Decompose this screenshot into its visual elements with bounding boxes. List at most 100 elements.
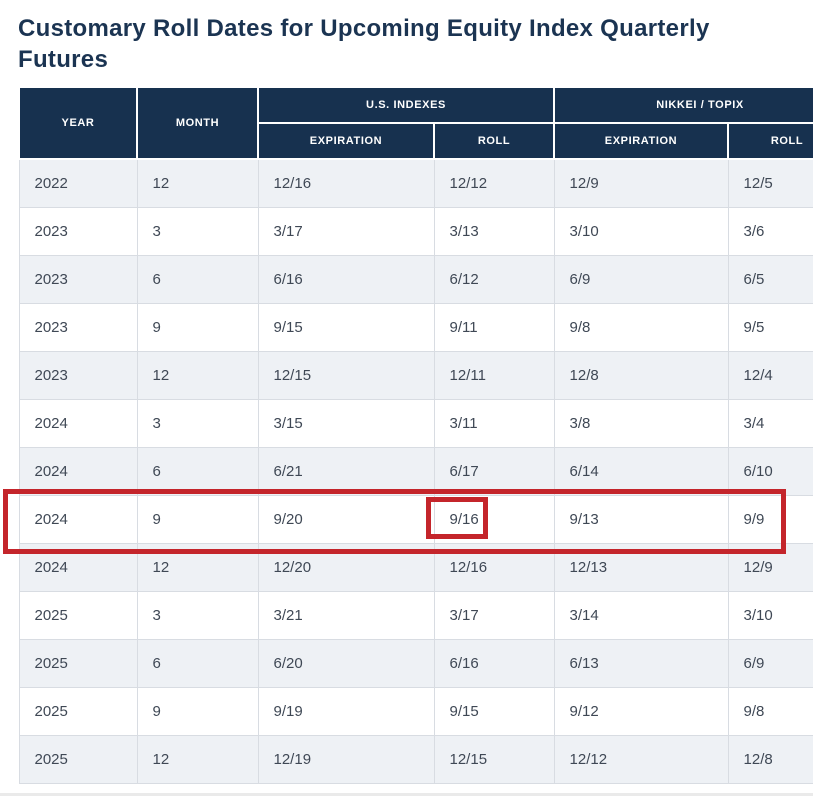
cell-nikkei-expiration: 12/9 (553, 158, 729, 208)
cell-nikkei-roll: 3/10 (727, 590, 813, 640)
table-row: 2023 6 6/16 6/12 6/9 6/5 (18, 254, 813, 304)
column-header-us-roll: ROLL (432, 122, 556, 160)
header-group-row: YEAR MONTH U.S. INDEXES NIKKEI / TOPIX (18, 86, 813, 160)
cell-nikkei-roll: 3/4 (727, 398, 813, 448)
cell-year: 2024 (18, 542, 138, 592)
column-header-year: YEAR (18, 86, 138, 160)
cell-nikkei-roll: 6/5 (727, 254, 813, 304)
cell-nikkei-roll: 6/10 (727, 446, 813, 496)
roll-dates-table: YEAR MONTH U.S. INDEXES NIKKEI / TOPIX E… (18, 86, 813, 784)
cell-nikkei-expiration: 12/13 (553, 542, 729, 592)
cell-us-expiration: 3/21 (257, 590, 435, 640)
cell-us-expiration: 6/21 (257, 446, 435, 496)
cell-us-expiration: 12/16 (257, 158, 435, 208)
table-row: 2022 12 12/16 12/12 12/9 12/5 (18, 158, 813, 208)
cell-us-roll: 12/15 (433, 734, 555, 784)
cell-nikkei-expiration: 3/8 (553, 398, 729, 448)
cell-nikkei-expiration: 9/8 (553, 302, 729, 352)
cell-year: 2022 (18, 158, 138, 208)
cell-nikkei-roll: 3/6 (727, 206, 813, 256)
cell-us-expiration: 12/19 (257, 734, 435, 784)
cell-nikkei-roll: 9/8 (727, 686, 813, 736)
cell-year: 2025 (18, 686, 138, 736)
group-header-nikkei-topix: NIKKEI / TOPIX (553, 86, 813, 124)
cell-nikkei-expiration: 9/13 (553, 494, 729, 544)
cell-nikkei-expiration: 6/13 (553, 638, 729, 688)
cell-month: 6 (136, 446, 259, 496)
cell-us-roll: 12/16 (433, 542, 555, 592)
cell-year: 2024 (18, 494, 138, 544)
cell-nikkei-expiration: 3/14 (553, 590, 729, 640)
table-body: 2022 12 12/16 12/12 12/9 12/5 2023 3 3/17 3/13 3/1… (18, 158, 813, 784)
cell-nikkei-expiration: 6/9 (553, 254, 729, 304)
table-row: 2024 6 6/21 6/17 6/14 6/10 (18, 446, 813, 496)
cell-year: 2024 (18, 446, 138, 496)
cell-month: 9 (136, 686, 259, 736)
cell-us-expiration: 6/20 (257, 638, 435, 688)
cell-nikkei-roll: 12/4 (727, 350, 813, 400)
cell-us-roll: 9/16 (433, 494, 555, 544)
table-header: YEAR MONTH U.S. INDEXES NIKKEI / TOPIX E… (18, 86, 813, 160)
cell-us-roll: 6/17 (433, 446, 555, 496)
cell-nikkei-roll: 9/5 (727, 302, 813, 352)
cell-month: 3 (136, 590, 259, 640)
column-header-us-expiration: EXPIRATION (257, 122, 435, 160)
cell-year: 2023 (18, 206, 138, 256)
cell-nikkei-expiration: 9/12 (553, 686, 729, 736)
cell-us-roll: 3/11 (433, 398, 555, 448)
cell-us-expiration: 12/15 (257, 350, 435, 400)
cell-us-expiration: 3/17 (257, 206, 435, 256)
column-header-nikkei-expiration: EXPIRATION (553, 122, 730, 160)
table-row: 2023 12 12/15 12/11 12/8 12/4 (18, 350, 813, 400)
cell-us-roll: 6/12 (433, 254, 555, 304)
cell-year: 2025 (18, 638, 138, 688)
page-title: Customary Roll Dates for Upcoming Equity… (18, 15, 710, 73)
cell-nikkei-expiration: 12/12 (553, 734, 729, 784)
table-row: 2025 3 3/21 3/17 3/14 3/10 (18, 590, 813, 640)
cell-year: 2025 (18, 734, 138, 784)
cell-nikkei-roll: 9/9 (727, 494, 813, 544)
table-row: 2024 12 12/20 12/16 12/13 12/9 (18, 542, 813, 592)
cell-us-expiration: 12/20 (257, 542, 435, 592)
table-row: 2023 3 3/17 3/13 3/10 3/6 (18, 206, 813, 256)
cell-nikkei-roll: 6/9 (727, 638, 813, 688)
group-header-us-indexes: U.S. INDEXES (256, 86, 556, 124)
cell-month: 3 (136, 398, 259, 448)
table-row: 2023 9 9/15 9/11 9/8 9/5 (18, 302, 813, 352)
cell-year: 2025 (18, 590, 138, 640)
table-row: 2025 6 6/20 6/16 6/13 6/9 (18, 638, 813, 688)
cell-nikkei-expiration: 12/8 (553, 350, 729, 400)
cell-month: 12 (136, 158, 259, 208)
table-row: 2025 9 9/19 9/15 9/12 9/8 (18, 686, 813, 736)
cell-us-roll: 9/11 (433, 302, 555, 352)
header-sub-row: EXPIRATION ROLL EXPIRATION ROLL (19, 122, 813, 160)
roll-dates-table-container: YEAR MONTH U.S. INDEXES NIKKEI / TOPIX E… (18, 86, 813, 784)
cell-nikkei-roll: 12/9 (727, 542, 813, 592)
cell-us-roll: 3/17 (433, 590, 555, 640)
cell-us-expiration: 9/15 (257, 302, 435, 352)
cell-us-roll: 12/12 (433, 158, 555, 208)
column-header-month: MONTH (136, 86, 259, 160)
cell-us-roll: 9/15 (433, 686, 555, 736)
cell-us-roll: 6/16 (433, 638, 555, 688)
table-row: 2024 9 9/20 9/16 9/13 9/9 (18, 494, 813, 544)
cell-us-roll: 12/11 (433, 350, 555, 400)
cell-nikkei-roll: 12/5 (727, 158, 813, 208)
cell-month: 9 (136, 302, 259, 352)
cell-month: 6 (136, 638, 259, 688)
cell-us-expiration: 9/20 (257, 494, 435, 544)
cell-nikkei-expiration: 3/10 (553, 206, 729, 256)
cell-us-expiration: 6/16 (257, 254, 435, 304)
table-row: 2025 12 12/19 12/15 12/12 12/8 (18, 734, 813, 784)
cell-nikkei-expiration: 6/14 (553, 446, 729, 496)
cell-year: 2023 (18, 254, 138, 304)
cell-us-roll: 3/13 (433, 206, 555, 256)
cell-us-expiration: 9/19 (257, 686, 435, 736)
cell-year: 2023 (18, 350, 138, 400)
cell-month: 3 (136, 206, 259, 256)
column-header-nikkei-roll: ROLL (727, 122, 813, 160)
table-row: 2024 3 3/15 3/11 3/8 3/4 (18, 398, 813, 448)
cell-month: 12 (136, 734, 259, 784)
cell-year: 2023 (18, 302, 138, 352)
bottom-divider (0, 793, 813, 796)
